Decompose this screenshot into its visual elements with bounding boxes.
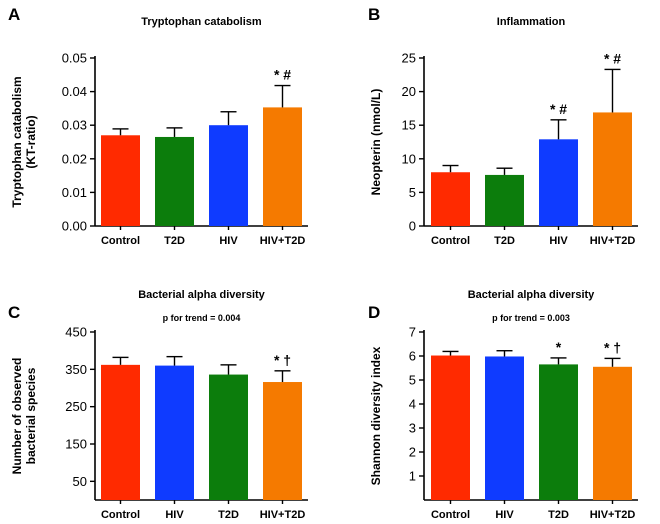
- bar-control: [101, 135, 140, 226]
- bar-control: [431, 172, 470, 226]
- chart-panel-a: A Tryptophan catabolism Tryptophan catabol…: [8, 5, 308, 247]
- y-tick-label: 0: [409, 219, 416, 234]
- bar-hiv: [155, 365, 194, 500]
- y-tick-label: 0.03: [62, 118, 87, 133]
- panel-letter: C: [8, 303, 20, 322]
- x-tick-label: Control: [101, 509, 140, 521]
- y-tick-label: 3: [409, 421, 416, 436]
- y-tick-label: 25: [402, 51, 416, 66]
- y-tick-label: 50: [73, 474, 87, 489]
- chart-panel-b: B Inflammation Neopterin (nmol/L) 0 5 10 15 20 2…: [368, 5, 638, 247]
- x-tick-label: HIV+T2D: [590, 509, 636, 521]
- x-tick-label: HIV: [219, 235, 238, 247]
- significance-marker: * #: [550, 101, 567, 117]
- bar-hiv: [539, 139, 578, 226]
- y-tick-label: 4: [409, 397, 416, 412]
- panel-letter: D: [368, 303, 380, 322]
- x-tick-label: Control: [431, 509, 470, 521]
- y-axis-label: Neopterin (nmol/L): [369, 89, 383, 196]
- y-tick-label: 0.00: [62, 219, 87, 234]
- chart-subtitle: p for trend = 0.003: [492, 313, 570, 323]
- y-axis-label: Shannon diversity index: [369, 346, 383, 485]
- y-tick-label: 15: [402, 118, 416, 133]
- y-tick-label: 20: [402, 84, 416, 99]
- significance-marker: * #: [274, 67, 291, 83]
- x-tick-label: HIV+T2D: [590, 235, 636, 247]
- chart-title: Bacterial alpha diversity: [138, 289, 265, 301]
- chart-title: Bacterial alpha diversity: [468, 289, 595, 301]
- y-tick-label: 0.05: [62, 51, 87, 66]
- y-tick-label: 5: [409, 373, 416, 388]
- bar-t2d: [485, 174, 524, 226]
- y-tick-label: 2: [409, 445, 416, 460]
- y-tick-label: 250: [65, 399, 87, 414]
- x-tick-label: Control: [431, 235, 470, 247]
- y-tick-label: 6: [409, 349, 416, 364]
- y-tick-label: 0.02: [62, 151, 87, 166]
- chart-panel-c: C Bacterial alpha diversity p for trend = …: [8, 289, 308, 521]
- significance-marker: * #: [604, 50, 621, 66]
- bar-hiv: [209, 125, 248, 226]
- y-tick-label: 10: [402, 151, 416, 166]
- y-axis-label: (KT-ratio): [24, 115, 38, 168]
- x-tick-label: T2D: [218, 509, 239, 521]
- y-axis-label: bacterial species: [24, 367, 38, 464]
- significance-marker: * †: [274, 352, 291, 368]
- significance-marker: * †: [604, 339, 621, 355]
- x-tick-label: HIV+T2D: [260, 509, 306, 521]
- chart-panel-d: D Bacterial alpha diversity p for trend = …: [368, 289, 638, 521]
- panel-letter: B: [368, 5, 380, 24]
- chart-subtitle: p for trend = 0.004: [163, 313, 241, 323]
- x-tick-label: T2D: [164, 235, 185, 247]
- bar-hiv-t2d: [593, 112, 632, 226]
- x-tick-label: HIV: [495, 509, 514, 521]
- bar-control: [431, 355, 470, 500]
- bar-hiv: [485, 356, 524, 500]
- y-tick-label: 450: [65, 325, 87, 340]
- chart-title: Inflammation: [497, 16, 566, 28]
- x-tick-label: T2D: [548, 509, 569, 521]
- x-tick-label: HIV+T2D: [260, 235, 306, 247]
- panel-letter: A: [8, 5, 20, 24]
- bar-hiv-t2d: [263, 107, 302, 226]
- y-tick-label: 1: [409, 469, 416, 484]
- x-tick-label: T2D: [494, 235, 515, 247]
- chart-title: Tryptophan catabolism: [141, 16, 262, 28]
- bar-t2d: [209, 374, 248, 500]
- bar-t2d: [539, 364, 578, 500]
- bar-hiv-t2d: [593, 366, 632, 500]
- y-axis-label: Number of observed: [10, 358, 24, 475]
- x-tick-label: Control: [101, 235, 140, 247]
- x-tick-label: HIV: [549, 235, 568, 247]
- significance-marker: *: [556, 339, 562, 355]
- bar-hiv-t2d: [263, 382, 302, 500]
- y-tick-label: 0.01: [62, 185, 87, 200]
- y-tick-label: 150: [65, 437, 87, 452]
- y-axis-label: Tryptophan catabolism: [10, 76, 24, 207]
- y-tick-label: 0.04: [62, 84, 87, 99]
- bar-control: [101, 364, 140, 500]
- bar-t2d: [155, 136, 194, 226]
- x-tick-label: HIV: [165, 509, 184, 521]
- y-tick-label: 5: [409, 185, 416, 200]
- y-tick-label: 7: [409, 325, 416, 340]
- y-tick-label: 350: [65, 362, 87, 377]
